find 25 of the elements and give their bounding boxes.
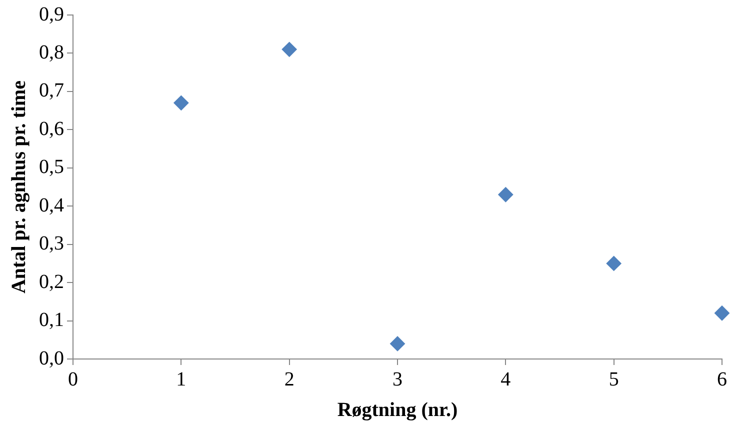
point [282,42,297,57]
y-tick-label: 0,4 [39,194,64,216]
point [390,336,405,352]
point [606,256,622,271]
x-tick-label: 5 [608,368,619,390]
point [714,306,730,321]
x-tick-label: 2 [284,368,294,390]
x-tick-label: 4 [500,368,511,390]
x-axis-title: Røgtning (nr.) [337,399,458,422]
x-tick-label: 3 [392,368,402,390]
point [498,187,514,202]
y-tick-label: 0,2 [39,270,64,293]
y-axis-title: Antal pr. agnhus pr. time [8,80,30,294]
y-tick-label: 0,9 [39,3,64,26]
y-tick-label: 0,0 [39,347,64,370]
y-tick-label: 0,6 [39,118,64,140]
y-tick-label: 0,1 [39,309,64,332]
x-tick-label: 1 [176,368,186,390]
x-tick-label: 6 [717,368,727,390]
y-tick-label: 0,3 [39,232,64,255]
point [174,95,189,110]
y-tick-label: 0,5 [39,156,64,178]
y-tick-label: 0,7 [39,80,64,102]
y-tick-label: 0,8 [39,41,64,64]
x-tick-label: 0 [68,368,78,390]
